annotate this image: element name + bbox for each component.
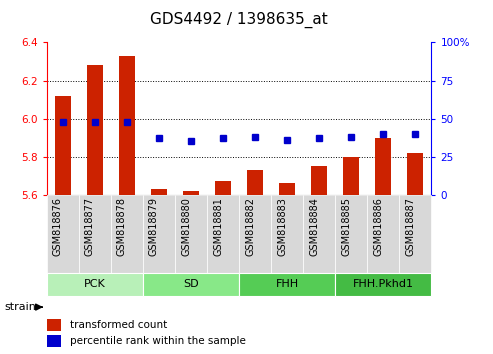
Bar [47, 273, 143, 296]
Text: GSM818880: GSM818880 [181, 197, 191, 256]
Text: FHH.Pkhd1: FHH.Pkhd1 [353, 279, 414, 289]
Text: GSM818878: GSM818878 [117, 197, 127, 256]
Text: FHH: FHH [276, 279, 299, 289]
Bar [335, 195, 367, 273]
Text: SD: SD [183, 279, 199, 289]
Bar [175, 195, 207, 273]
Bar [311, 166, 327, 195]
Bar [151, 189, 167, 195]
Bar [239, 273, 335, 296]
Text: GSM818882: GSM818882 [245, 197, 255, 256]
Text: GSM818876: GSM818876 [53, 197, 63, 256]
Bar [143, 195, 175, 273]
Text: strain: strain [5, 302, 36, 312]
Bar [367, 195, 399, 273]
Bar [239, 195, 271, 273]
Bar [119, 56, 135, 195]
Bar [247, 170, 263, 195]
Text: GSM818887: GSM818887 [405, 197, 415, 256]
Text: GSM818885: GSM818885 [341, 197, 352, 256]
Bar [279, 183, 295, 195]
Text: GSM818879: GSM818879 [149, 197, 159, 256]
Bar [375, 138, 391, 195]
Text: GSM818884: GSM818884 [309, 197, 319, 256]
Text: percentile rank within the sample: percentile rank within the sample [70, 336, 246, 346]
Bar [303, 195, 335, 273]
Text: transformed count: transformed count [70, 320, 167, 330]
Text: GSM818883: GSM818883 [277, 197, 287, 256]
Bar [87, 65, 103, 195]
Bar [271, 195, 303, 273]
Bar [343, 157, 359, 195]
Text: GSM818881: GSM818881 [213, 197, 223, 256]
Bar [183, 191, 199, 195]
Text: GSM818877: GSM818877 [85, 197, 95, 256]
Bar [399, 195, 431, 273]
Bar [407, 153, 423, 195]
Text: PCK: PCK [84, 279, 106, 289]
Bar [111, 195, 143, 273]
Bar [335, 273, 431, 296]
Bar [143, 273, 239, 296]
Bar [79, 195, 111, 273]
Bar [47, 195, 79, 273]
Bar [55, 96, 71, 195]
Bar [215, 181, 231, 195]
Bar [47, 319, 61, 331]
Bar [207, 195, 239, 273]
Bar [47, 335, 61, 347]
Text: GSM818886: GSM818886 [373, 197, 384, 256]
Text: GDS4492 / 1398635_at: GDS4492 / 1398635_at [150, 12, 328, 28]
